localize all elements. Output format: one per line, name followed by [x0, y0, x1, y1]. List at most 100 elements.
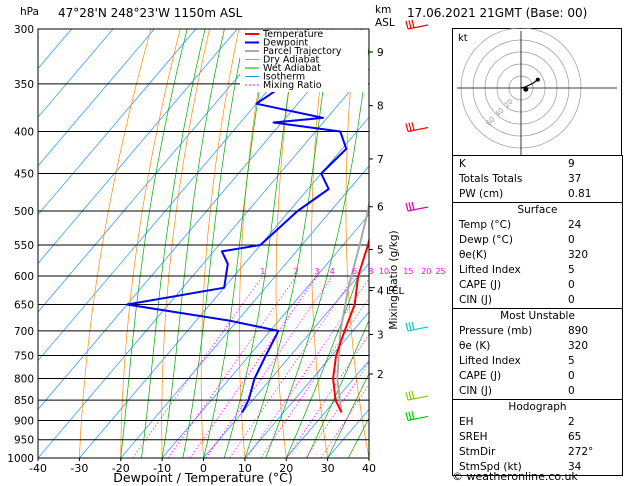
dry-adiabat — [412, 29, 452, 458]
mixing-ratio-label: 10 — [379, 267, 389, 276]
header-location: 47°28'N 248°23'W 1150m ASL — [58, 6, 243, 20]
surface-row: Temp (°C) 24 — [453, 218, 622, 233]
wet-adiabat — [265, 43, 369, 458]
index-value: 0.81 — [568, 188, 592, 200]
legend-entry: Temperature — [262, 29, 323, 40]
hodograph-stat-value: 2 — [568, 416, 575, 428]
mixing-ratio-label: 4 — [330, 267, 335, 276]
surface-row: Dewp (°C) 0 — [453, 233, 622, 248]
x-axis-label: Dewpoint / Temperature (°C) — [113, 470, 292, 485]
dry-adiabat — [161, 29, 210, 458]
temp-tick-label: -30 — [70, 462, 88, 475]
most-unstable-title: Most Unstable — [500, 310, 575, 322]
temp-tick-label: -40 — [29, 462, 47, 475]
dry-adiabat — [238, 29, 269, 458]
wind-barb-feather — [405, 322, 409, 332]
pressure-tick-label: 750 — [14, 350, 34, 362]
mixing-ratio-label: 3 — [315, 267, 320, 276]
most-unstable-value: 890 — [568, 325, 589, 337]
wet-adiabat — [120, 29, 188, 458]
hodograph-trace — [520, 79, 539, 89]
mixing-ratio-label: 2 — [294, 267, 299, 276]
hodograph-end-marker — [535, 77, 540, 82]
wind-barb-feather — [405, 202, 409, 212]
hodograph-stat-row: SREH 65 — [453, 430, 622, 445]
pressure-tick-label: 500 — [14, 206, 34, 218]
legend-entry: Dry Adiabat — [263, 55, 320, 66]
pressure-tick-label: 650 — [14, 300, 34, 312]
km-tick-label: 5 — [377, 244, 384, 256]
surface-label: Temp (°C) — [459, 219, 512, 231]
mixing-ratio-line — [229, 275, 355, 458]
pressure-tick-label: 350 — [14, 79, 34, 91]
km-tick-label: 2 — [377, 369, 384, 381]
hodograph-stat-row: StmSpd (kt) 34 — [453, 460, 622, 475]
most-unstable-label: CAPE (J) — [459, 370, 502, 382]
mixing-ratio-label: 20 — [421, 267, 431, 276]
wind-barb-feather — [405, 412, 409, 421]
wind-barb-feather — [411, 201, 415, 210]
legend-entry: Wet Adiabat — [263, 63, 321, 74]
pressure-tick-label: 450 — [14, 168, 34, 180]
temp-tick-label: -20 — [112, 462, 130, 475]
wind-barb — [407, 326, 429, 332]
hodograph-stat-value: 272° — [568, 446, 594, 458]
isotherm-line — [38, 29, 155, 167]
index-row: PW (cm) 0.81 — [453, 187, 622, 202]
wind-barb-feather — [408, 322, 412, 331]
hodograph-stat-value: 65 — [568, 431, 582, 443]
most-unstable-label: Pressure (mb) — [459, 325, 533, 337]
hodograph-stat-row: StmDir 272° — [453, 445, 622, 460]
wind-barb — [407, 395, 429, 401]
surface-section: Surface Temp (°C) 24 Dewp (°C) 0 θe(K) 320 Lif… — [453, 202, 622, 308]
wind-barb-feather — [405, 391, 409, 401]
header-km: km — [375, 4, 392, 16]
legend-box — [240, 30, 368, 92]
isotherm-line — [120, 165, 369, 458]
surface-label: CIN (J) — [459, 294, 492, 306]
most-unstable-label: θe (K) — [459, 340, 491, 352]
basic-indices: K 9 Totals Totals 37 PW (cm) 0.81 — [453, 156, 622, 202]
wind-barb — [407, 206, 429, 212]
header-asl: ASL — [375, 17, 395, 29]
km-tick-label: 6 — [377, 202, 384, 214]
most-unstable-value: 0 — [568, 370, 575, 382]
footer-credit: © weatheronline.co.uk — [452, 470, 578, 483]
index-label: K — [459, 158, 466, 170]
hodograph-frame — [452, 28, 622, 171]
pressure-tick-label: 300 — [14, 24, 34, 36]
dry-adiabat — [275, 29, 298, 458]
isotherm-line — [285, 360, 369, 458]
wind-barb-feather — [411, 390, 415, 400]
most-unstable-row: CIN (J) 0 — [453, 384, 622, 399]
wind-barb-feather — [408, 411, 412, 421]
surface-value: 0 — [568, 234, 575, 246]
wind-barb-feather — [405, 20, 409, 30]
km-tick-label: 3 — [377, 329, 384, 341]
hodograph-stat-label: StmSpd (kt) — [459, 461, 522, 473]
km-tick-label: 4 — [377, 286, 384, 298]
isotherm-line — [203, 262, 369, 458]
hodograph-ring-label: 20 — [503, 97, 515, 109]
mixing-ratio-axis-label: Mixing Ratio (g/kg) — [388, 230, 400, 329]
mixing-ratio-label: 6 — [352, 267, 357, 276]
header-hpa: hPa — [20, 6, 39, 18]
km-tick-label: 9 — [377, 47, 384, 59]
legend-entry: Parcel Trajectory — [263, 46, 342, 57]
wet-adiabat — [161, 29, 225, 458]
pressure-tick-label: 600 — [14, 271, 34, 283]
pressure-tick-label: 850 — [14, 395, 34, 407]
hodograph-stat-value: 34 — [568, 461, 582, 473]
km-tick-label: 8 — [377, 101, 384, 113]
isotherm-line — [38, 29, 114, 118]
wind-barb-feather — [411, 122, 415, 131]
temp-tick-label: 20 — [279, 462, 293, 475]
isotherm-line — [38, 29, 238, 264]
surface-value: 0 — [568, 279, 575, 291]
storm-motion-marker — [523, 86, 529, 92]
isotherm-line — [161, 214, 369, 458]
pressure-tick-label: 700 — [14, 326, 34, 338]
